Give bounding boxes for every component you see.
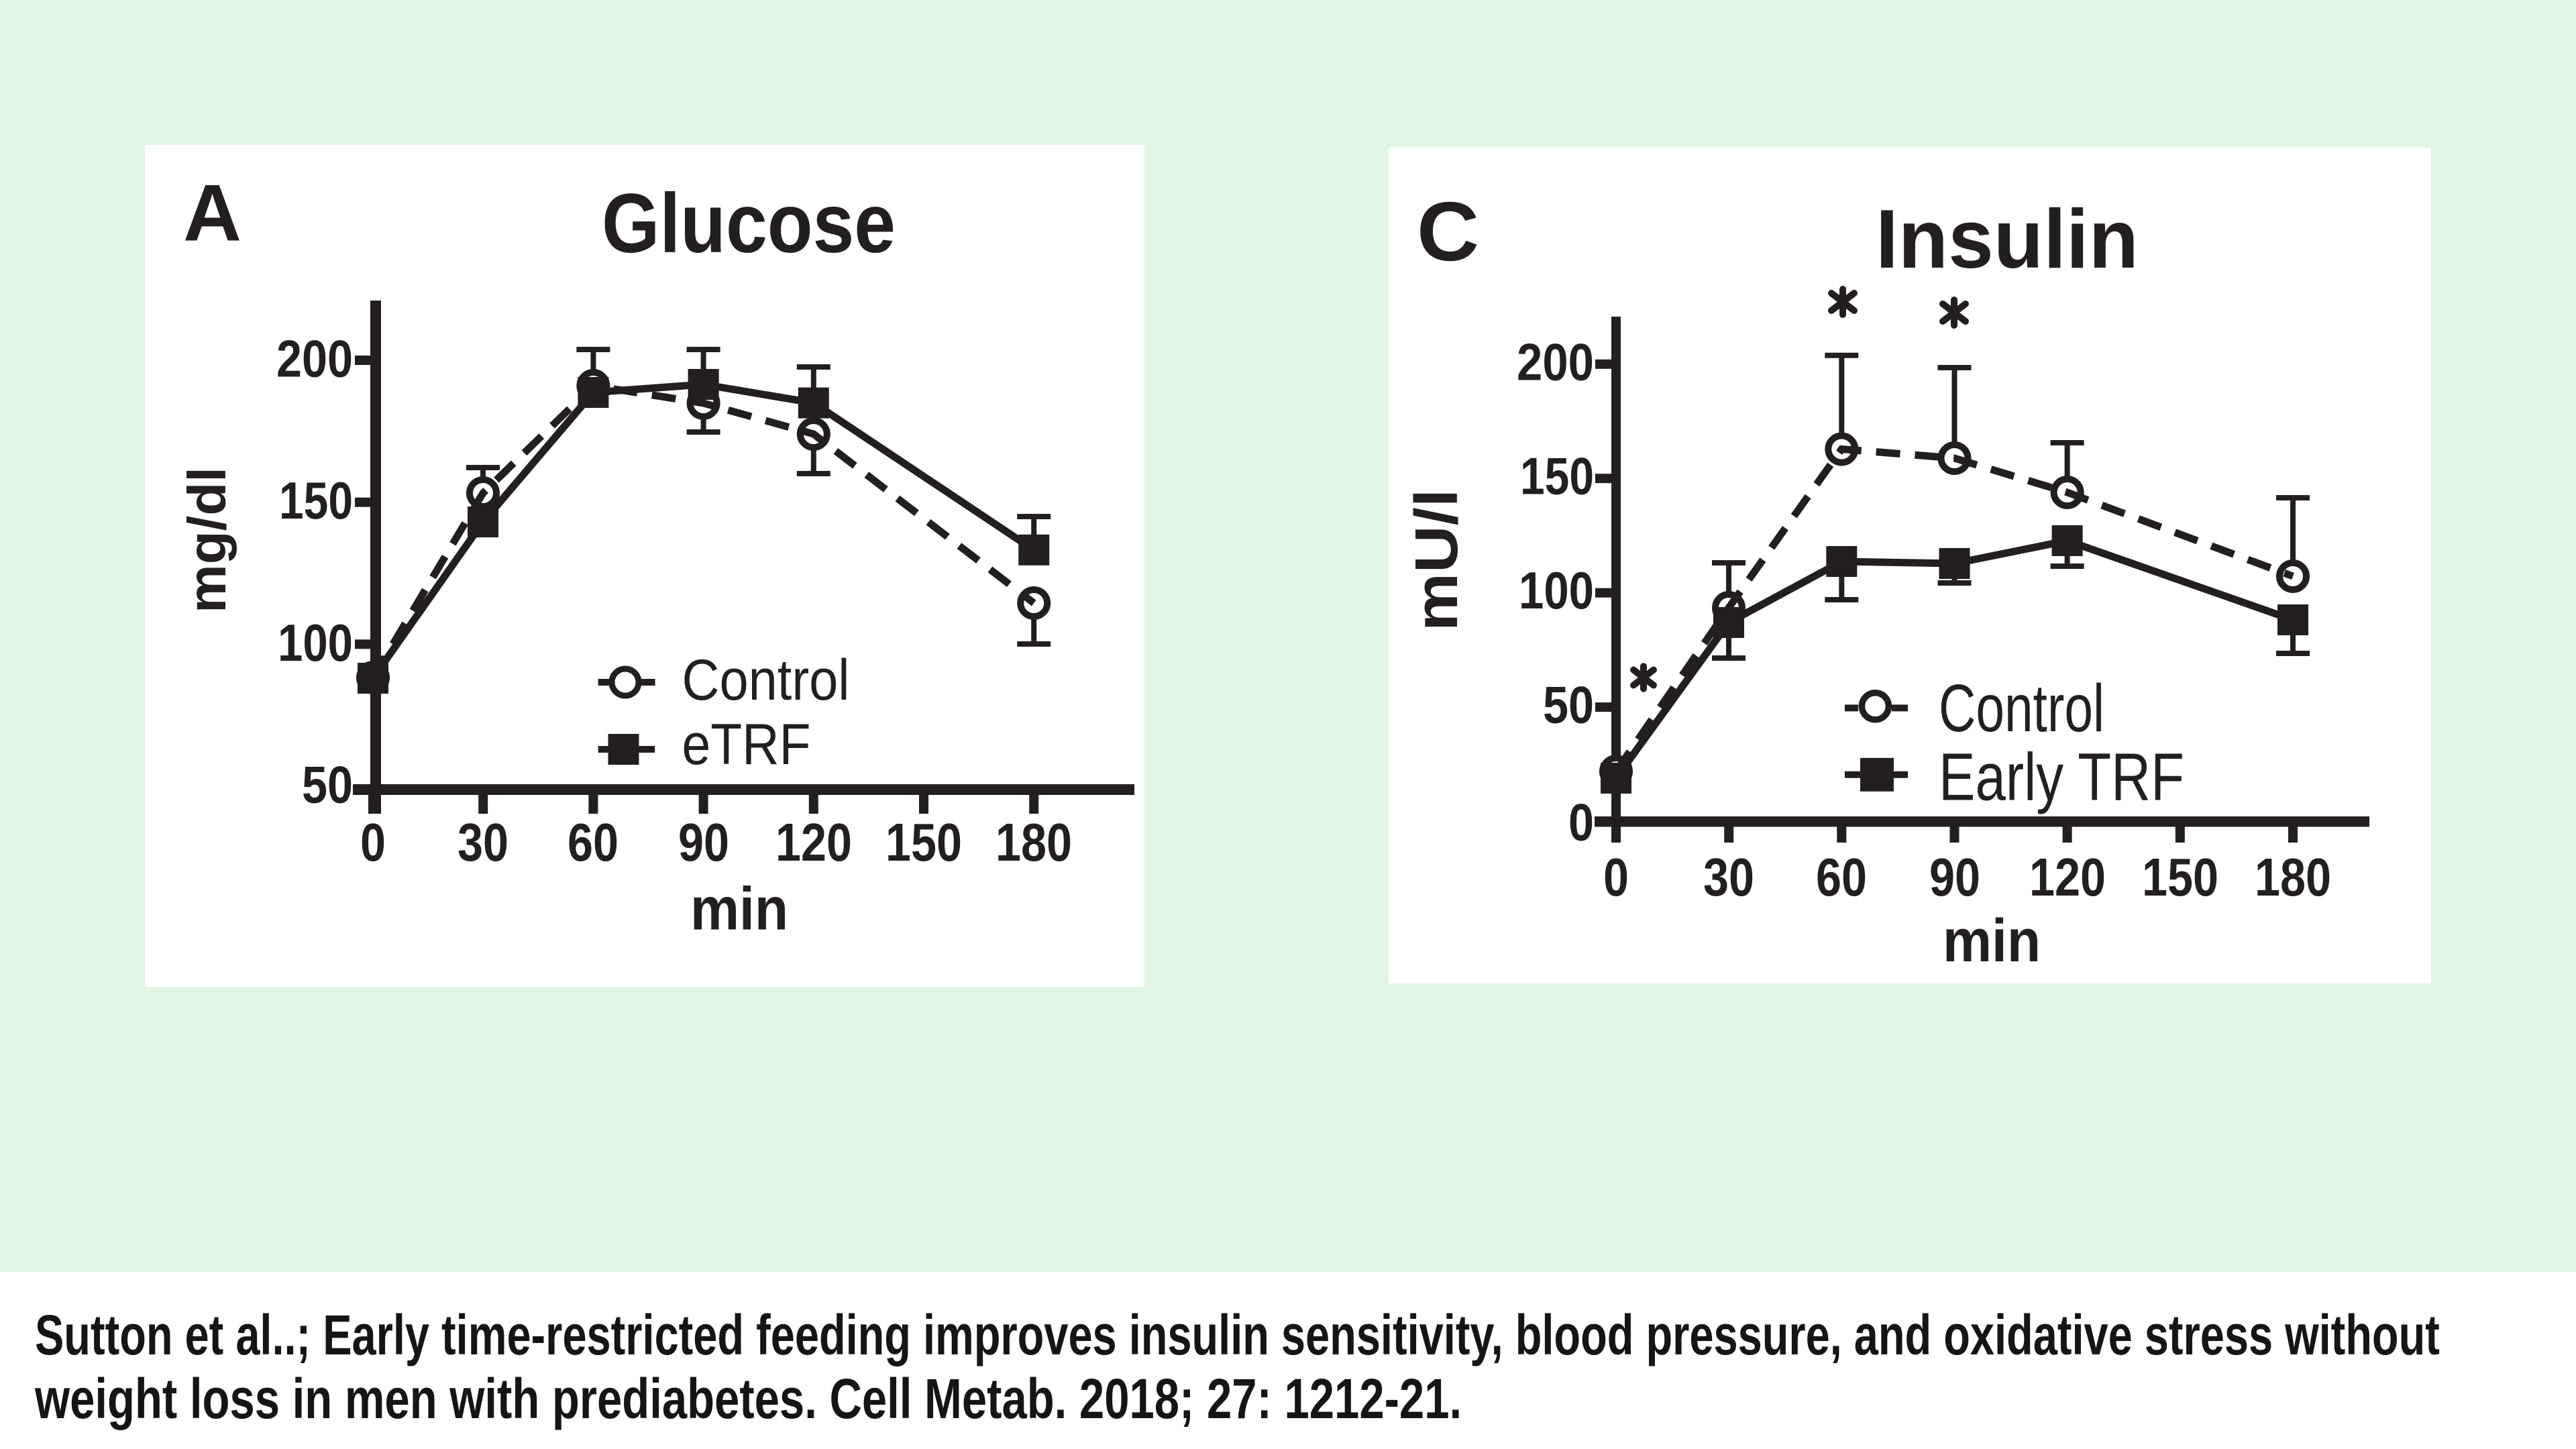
svg-text:Control: Control [682,648,850,712]
svg-text:200: 200 [1517,332,1594,391]
svg-text:mg/dl: mg/dl [177,467,237,613]
svg-text:90: 90 [678,812,729,872]
svg-text:50: 50 [1543,676,1594,735]
svg-text:150: 150 [885,812,962,872]
svg-text:120: 120 [2029,847,2106,907]
svg-text:min: min [690,875,788,943]
svg-text:0: 0 [1568,793,1594,852]
svg-text:A: A [183,168,241,258]
svg-text:90: 90 [1929,847,1980,907]
svg-text:60: 60 [1816,847,1867,907]
svg-text:30: 30 [1703,847,1754,907]
svg-text:150: 150 [1520,447,1594,506]
svg-text:100: 100 [1519,561,1594,620]
svg-text:Early TRF: Early TRF [1939,739,2184,814]
svg-text:50: 50 [302,755,353,814]
svg-text:Glucose: Glucose [602,177,896,270]
svg-text:60: 60 [568,812,619,872]
svg-text:Insulin: Insulin [1876,193,2139,286]
svg-text:0: 0 [1603,847,1629,907]
svg-text:100: 100 [278,613,353,672]
svg-text:mU/l: mU/l [1403,489,1470,631]
svg-text:120: 120 [775,812,852,872]
svg-text:C: C [1417,185,1479,278]
svg-text:180: 180 [996,812,1072,872]
svg-text:min: min [1943,908,2041,975]
svg-text:180: 180 [2255,847,2331,907]
svg-text:200: 200 [276,329,353,388]
svg-text:150: 150 [2142,847,2218,907]
svg-text:0: 0 [360,812,386,872]
svg-text:eTRF: eTRF [682,712,811,777]
svg-text:Control: Control [1939,671,2104,746]
svg-text:30: 30 [458,812,508,872]
svg-text:150: 150 [279,471,353,530]
